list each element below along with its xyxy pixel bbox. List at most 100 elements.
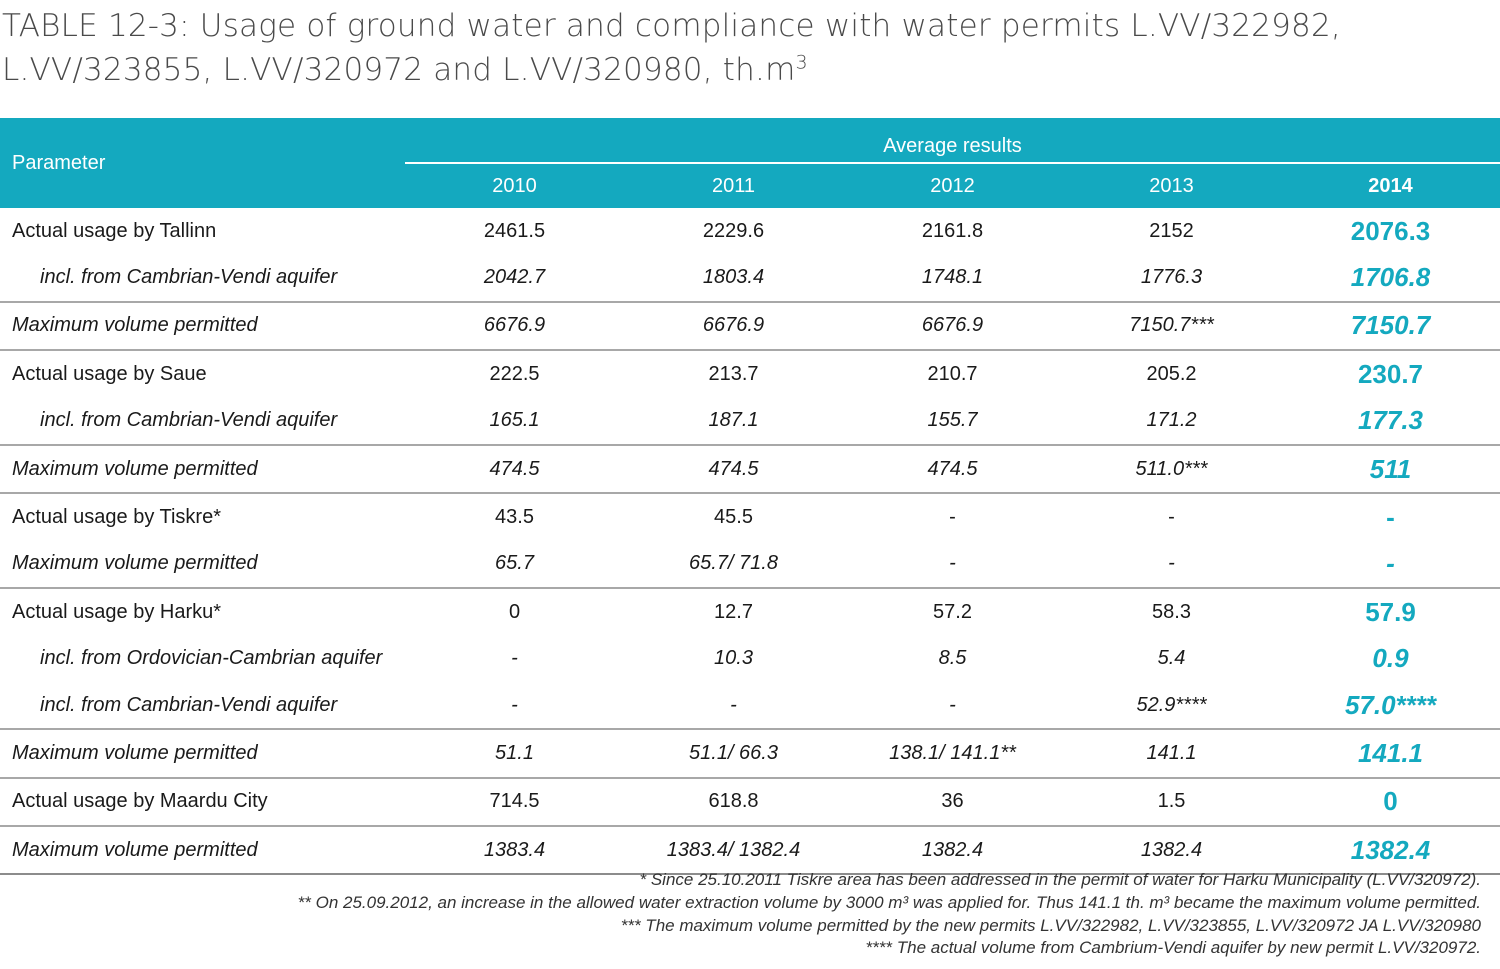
value-cell-current: 230.7 — [1357, 358, 1424, 389]
table-row: Actual usage by Maardu City 714.5 618.8 … — [0, 777, 1500, 828]
value-cell: 511.0*** — [1062, 444, 1281, 495]
table-row: Actual usage by Saue 222.5 213.7 210.7 2… — [0, 350, 1500, 397]
value-cell: 155.7 — [843, 397, 1062, 446]
table-row: Maximum volume permitted 1383.4 1383.4/ … — [0, 826, 1500, 876]
year-header: 2012 — [843, 163, 1062, 208]
table-title-superscript: 3 — [795, 51, 808, 74]
value-cell-current: 2076.3 — [1350, 215, 1431, 246]
value-cell: 141.1 — [1062, 729, 1281, 779]
value-cell-current: - — [1386, 502, 1395, 533]
value-cell: - — [1062, 540, 1281, 590]
value-cell: 474.5 — [843, 444, 1062, 495]
footnotes: * Since 25.10.2011 Tiskre area has been … — [11, 869, 1481, 960]
row-label: Actual usage by Tallinn — [12, 219, 217, 242]
year-header: 2011 — [624, 163, 843, 208]
value-cell: 165.1 — [405, 397, 624, 446]
row-label: incl. from Cambrian-Vendi aquifer — [0, 397, 405, 446]
row-label: Actual usage by Maardu City — [0, 777, 405, 828]
value-cell-current: 511 — [1281, 444, 1500, 495]
table-title-line-1: TABLE 12-3: Usage of ground water and co… — [2, 8, 1341, 44]
value-cell: - — [843, 540, 1062, 590]
value-cell: 52.9**** — [1062, 681, 1281, 731]
row-label: Actual usage by Tiskre* — [12, 506, 221, 529]
value-cell-current: 141.1 — [1281, 729, 1500, 779]
value-cell: 187.1 — [624, 397, 843, 446]
value-cell: 57.2 — [933, 600, 972, 623]
table-header-row-1: Parameter Average results — [0, 118, 1500, 208]
year-header: 2013 — [1062, 163, 1281, 208]
table-row: incl. from Cambrian-Vendi aquifer 165.1 … — [0, 397, 1500, 446]
footnote: ** On 25.09.2012, an increase in the all… — [297, 892, 1481, 912]
table-row: Actual usage by Tallinn 2461.5 2229.6 21… — [0, 208, 1500, 254]
value-cell: - — [405, 681, 624, 731]
row-label: Maximum volume permitted — [0, 540, 405, 590]
value-cell: 6676.9 — [405, 301, 624, 352]
year-header-current: 2014 — [1281, 163, 1500, 208]
value-cell: 45.5 — [714, 506, 753, 529]
value-cell-current: 57.0**** — [1281, 681, 1500, 731]
row-label: incl. from Ordovician-Cambrian aquifer — [40, 647, 383, 670]
value-cell: 1382.4 — [843, 826, 1062, 876]
table-row: incl. from Ordovician-Cambrian aquifer -… — [0, 636, 1500, 682]
value-cell: 138.1/ 141.1** — [843, 729, 1062, 779]
value-cell: 1803.4 — [624, 254, 843, 303]
value-cell: 12.7 — [714, 600, 753, 623]
value-cell: - — [843, 681, 1062, 731]
row-label: Maximum volume permitted — [0, 826, 405, 876]
value-cell-current: 0.9 — [1372, 643, 1409, 674]
value-cell: 2042.7 — [405, 254, 624, 303]
table-row: Maximum volume permitted 474.5 474.5 474… — [0, 444, 1500, 495]
parameter-header: Parameter — [0, 118, 405, 208]
table-row: Actual usage by Tiskre* 43.5 45.5 - - - — [0, 493, 1500, 540]
value-cell: 2229.6 — [702, 219, 765, 242]
value-cell: 8.5 — [938, 647, 967, 670]
footnote: **** The actual volume from Cambrium-Ven… — [865, 938, 1481, 958]
value-cell: 65.7 — [405, 540, 624, 590]
value-cell: 5.4 — [1157, 647, 1186, 670]
year-header: 2010 — [405, 163, 624, 208]
value-cell: 1748.1 — [843, 254, 1062, 303]
value-cell: - — [949, 506, 956, 529]
value-cell: 2152 — [1149, 219, 1194, 242]
value-cell: 474.5 — [624, 444, 843, 495]
value-cell: - — [511, 647, 518, 670]
value-cell: 714.5 — [405, 777, 624, 828]
row-label: Maximum volume permitted — [0, 301, 405, 352]
value-cell: 65.7/ 71.8 — [624, 540, 843, 590]
table-row: incl. from Cambrian-Vendi aquifer 2042.7… — [0, 254, 1500, 303]
footnote: *** The maximum volume permitted by the … — [620, 915, 1481, 935]
table-row: Maximum volume permitted 65.7 65.7/ 71.8… — [0, 540, 1500, 590]
value-cell: 51.1 — [405, 729, 624, 779]
value-cell-current: 0 — [1281, 777, 1500, 828]
table-row: Maximum volume permitted 51.1 51.1/ 66.3… — [0, 729, 1500, 779]
table-title-line-2: L.VV/323855, L.VV/320972 and L.VV/320980… — [2, 48, 1492, 92]
value-cell-current: 7150.7 — [1281, 301, 1500, 352]
value-cell: 36 — [843, 777, 1062, 828]
value-cell: 474.5 — [405, 444, 624, 495]
value-cell: 2161.8 — [921, 219, 984, 242]
value-cell: 58.3 — [1152, 600, 1191, 623]
footnote: * Since 25.10.2011 Tiskre area has been … — [639, 870, 1482, 889]
table-row: Maximum volume permitted 6676.9 6676.9 6… — [0, 301, 1500, 352]
value-cell: 0 — [508, 600, 521, 623]
table-title: TABLE 12-3: Usage of ground water and co… — [2, 4, 1492, 92]
row-label: incl. from Cambrian-Vendi aquifer — [0, 254, 405, 303]
table-row: Actual usage by Harku* 0 12.7 57.2 58.3 … — [0, 588, 1500, 635]
value-cell-current: 177.3 — [1281, 397, 1500, 446]
value-cell: 6676.9 — [624, 301, 843, 352]
value-cell: 1.5 — [1062, 777, 1281, 828]
value-cell: - — [1168, 506, 1175, 529]
table-row: incl. from Cambrian-Vendi aquifer - - - … — [0, 681, 1500, 731]
row-label: Maximum volume permitted — [0, 729, 405, 779]
value-cell: 210.7 — [927, 362, 978, 385]
value-cell: 618.8 — [624, 777, 843, 828]
value-cell: 43.5 — [495, 506, 534, 529]
value-cell: 2461.5 — [483, 219, 546, 242]
average-results-header: Average results — [405, 118, 1500, 164]
row-label: Maximum volume permitted — [0, 444, 405, 495]
table-header-row-2: 2010 2011 2012 2013 2014 — [0, 163, 1500, 208]
value-cell: 222.5 — [489, 362, 540, 385]
value-cell: 7150.7*** — [1062, 301, 1281, 352]
value-cell: 205.2 — [1146, 362, 1197, 385]
value-cell: 10.3 — [714, 647, 753, 670]
